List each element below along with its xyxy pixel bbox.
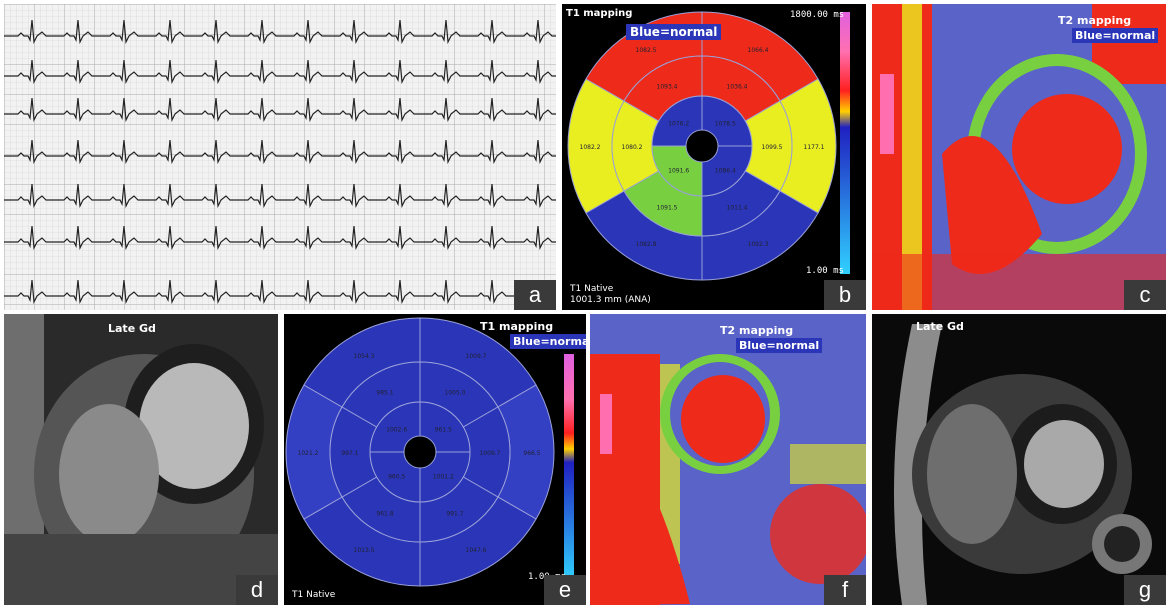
bullseye-segment-value: 1009.7 <box>480 450 501 457</box>
panel-letter-d: d <box>236 575 278 605</box>
footer-b-1: T1 Native <box>570 284 614 294</box>
bullseye-segment-value: 1099.5 <box>762 144 783 151</box>
ecg-lead-trace <box>4 97 556 123</box>
bullseye-segment <box>369 401 421 453</box>
bullseye-segment-value: 960.5 <box>388 473 405 480</box>
bullseye-segment-value: 1011.4 <box>727 205 748 212</box>
t1-title-e: T1 mapping <box>480 320 554 333</box>
panel-letter-a: a <box>514 280 556 310</box>
bullseye-e-svg: 1009.7 966.5 1047.6 1013.5 1021.2 1054.3 1005.… <box>285 317 574 587</box>
t1-map-bullseye-e: 1009.7 966.5 1047.6 1013.5 1021.2 1054.3 1005.… <box>284 314 586 605</box>
bullseye-segment <box>651 145 703 197</box>
bullseye-segment-value: 966.5 <box>523 450 540 457</box>
bullseye-segment-value: 1036.4 <box>727 83 748 90</box>
bullseye-segment-value: 1054.3 <box>354 353 375 360</box>
panel-letter-g: g <box>1124 575 1166 605</box>
ecg-trace <box>4 4 556 310</box>
ecg-lead-trace <box>4 139 556 165</box>
t2-title-c: T2 mapping <box>1058 14 1132 27</box>
bullseye-segment-value: 1092.3 <box>748 241 769 248</box>
bullseye-segment-value: 1082.2 <box>580 144 601 151</box>
panel-letter-b: b <box>824 280 866 310</box>
ecg-lead-trace <box>4 19 556 45</box>
footer-b-2: 1001.3 mm (ANA) <box>570 295 651 305</box>
ecg-lead-trace <box>4 225 556 251</box>
bullseye-segment <box>419 451 471 503</box>
bullseye-segment-value: 1013.5 <box>354 547 375 554</box>
bullseye-segment-value: 1005.0 <box>445 389 466 396</box>
t2-subtitle-c: Blue=normal <box>1072 28 1159 43</box>
bullseye-segment-value: 991.7 <box>446 511 463 518</box>
bullseye-segment-value: 1082.8 <box>636 241 657 248</box>
t2-map-f: T2 mapping Blue=normal f <box>590 314 866 605</box>
bullseye-segment-value: 961.8 <box>376 511 393 518</box>
late-gd-mri-g: Late Gd g <box>872 314 1166 605</box>
ecg-panel: a <box>4 4 556 310</box>
bullseye-b-svg: 1066.4 1177.1 1092.3 1082.8 1082.2 1082.5 1036… <box>567 11 850 281</box>
bullseye-segment <box>369 451 421 503</box>
bullseye-segment-value: 1047.6 <box>466 547 487 554</box>
bullseye-segment-value: 1009.7 <box>466 353 487 360</box>
bullseye-segment-value: 1177.1 <box>804 144 825 151</box>
bullseye-segment-value: 1080.2 <box>622 144 643 151</box>
t2-map-c-svg <box>872 4 1166 310</box>
footer-e-1: T1 Native <box>292 590 336 600</box>
t1-map-bullseye-b: 1066.4 1177.1 1092.3 1082.8 1082.2 1082.5 1036… <box>562 4 866 310</box>
late-gd-title-d: Late Gd <box>108 322 156 335</box>
bullseye-segment-value: 1066.4 <box>748 47 769 54</box>
bullseye-segment-value: 985.1 <box>376 389 393 396</box>
ecg-lead-trace <box>4 279 556 305</box>
bullseye-segment-value: 1086.4 <box>715 167 736 174</box>
bullseye-segment-value: 1093.4 <box>657 83 678 90</box>
bullseye-segment-value: 1076.2 <box>668 121 689 128</box>
bullseye-segment-value: 997.1 <box>341 450 358 457</box>
bullseye-center <box>405 437 435 467</box>
scale-max-b: 1800.00 ms <box>790 10 845 20</box>
late-gd-title-g: Late Gd <box>916 320 964 333</box>
bullseye-segment-value: 1001.2 <box>433 473 454 480</box>
bullseye-segment-value: 1002.6 <box>386 427 407 434</box>
bullseye-segment-value: 1091.6 <box>668 167 689 174</box>
bullseye-segment <box>419 401 471 453</box>
bullseye-segment-value: 1078.5 <box>715 121 736 128</box>
ecg-lead-trace <box>4 183 556 209</box>
t2-map-f-svg <box>590 354 866 605</box>
scale-min-b: 1.00 ms <box>806 266 844 276</box>
panel-letter-e: e <box>544 575 586 605</box>
bullseye-segment-value: 961.5 <box>435 427 452 434</box>
bullseye-segment-value: 1091.5 <box>657 205 678 212</box>
bullseye-segment-value: 1021.2 <box>298 450 319 457</box>
panel-letter-c: c <box>1124 280 1166 310</box>
bullseye-segment <box>651 95 703 147</box>
panel-letter-f: f <box>824 575 866 605</box>
late-gd-mri-d: Late Gd d <box>4 314 278 605</box>
t1-title-b: T1 mapping <box>566 8 633 19</box>
t1-subtitle-b: Blue=normal <box>626 24 722 40</box>
t1-subtitle-e: Blue=normal <box>510 334 586 349</box>
late-gd-d-svg <box>4 314 278 605</box>
t2-map-c: T2 mapping Blue=normal c <box>872 4 1166 310</box>
bullseye-segment <box>701 145 753 197</box>
ecg-lead-trace <box>4 59 556 85</box>
t2-title-f: T2 mapping <box>720 324 794 337</box>
bullseye-segment-value: 1082.5 <box>636 47 657 54</box>
bullseye-center <box>687 131 717 161</box>
late-gd-g-svg <box>894 324 1152 605</box>
t2-subtitle-f: Blue=normal <box>736 338 823 353</box>
bullseye-segment <box>701 95 753 147</box>
